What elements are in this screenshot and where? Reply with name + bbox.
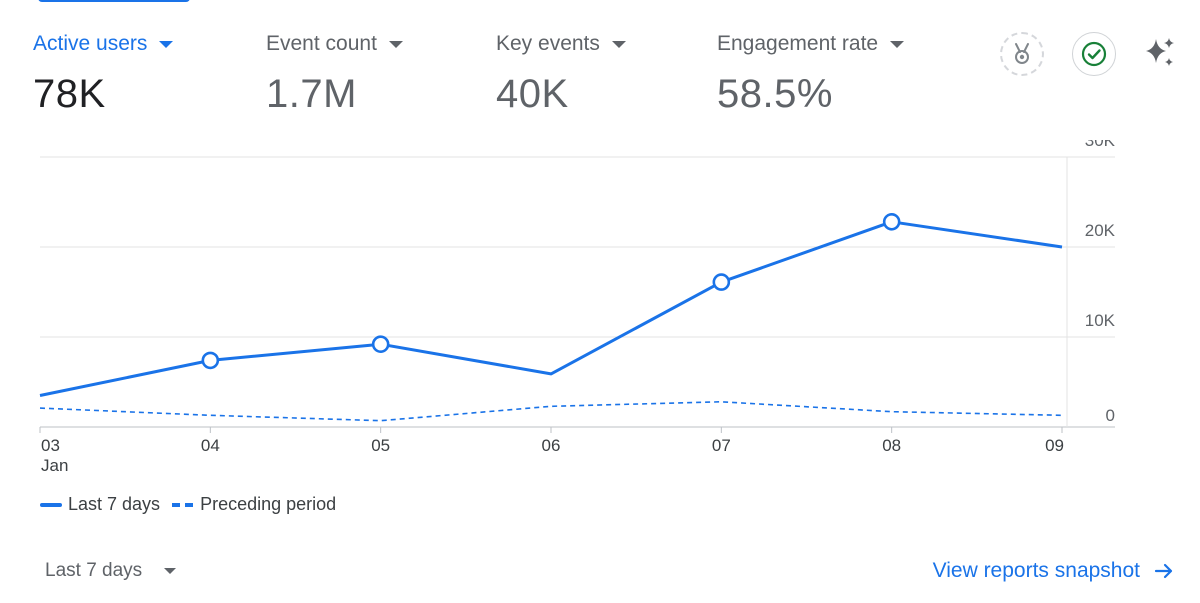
legend-label: Last 7 days: [68, 494, 161, 514]
link-label: View reports snapshot: [932, 559, 1140, 582]
insights-medal-button[interactable]: [1000, 32, 1044, 76]
view-reports-snapshot-link[interactable]: View reports snapshot: [933, 559, 1174, 583]
series-line-last-7-days: [39, 220, 1063, 397]
line-chart: 0 10K 20K 30K 03 04 05 06 07 08 09 Jan: [39, 140, 1116, 475]
selected-tab-indicator: [38, 0, 190, 2]
metric-value: 78K: [33, 72, 106, 116]
x-tick-label: 09: [1045, 436, 1064, 455]
y-tick-label: 10K: [1085, 311, 1116, 330]
caret-down-icon: [611, 40, 626, 48]
caret-down-icon: [890, 40, 905, 48]
legend-label: Preceding period: [200, 494, 337, 514]
ai-insights-button[interactable]: [1138, 32, 1182, 76]
sparkle-icon: [1146, 38, 1174, 66]
metric-label[interactable]: Engagement rate: [717, 30, 905, 58]
data-point: [371, 335, 390, 353]
metric-value: 1.7M: [266, 72, 357, 116]
y-tick-label: 30K: [1085, 140, 1116, 150]
data-point: [201, 351, 220, 370]
data-point: [712, 273, 731, 291]
check-circle-icon: [1081, 41, 1107, 67]
metric-key-events[interactable]: Key events 40K: [496, 30, 626, 117]
y-tick-label: 20K: [1085, 221, 1116, 240]
metric-event-count[interactable]: Event count 1.7M: [266, 30, 403, 117]
metric-label[interactable]: Event count: [266, 30, 403, 58]
x-tick-label: 05: [371, 436, 390, 455]
y-tick-label: 0: [1106, 406, 1115, 425]
metric-label[interactable]: Key events: [496, 30, 626, 58]
legend-item-current: Last 7 days: [40, 494, 160, 515]
x-tick-label: 08: [882, 436, 901, 455]
series-line-preceding-period: [39, 400, 1063, 422]
insights-medal-icon: [1015, 43, 1029, 64]
caret-down-icon: [388, 40, 403, 48]
quality-check-button[interactable]: [1072, 32, 1116, 76]
caret-down-icon: [159, 40, 174, 48]
metric-value: 58.5%: [717, 72, 833, 116]
x-tick-sublabel: Jan: [41, 456, 68, 475]
arrow-right-icon: [1154, 563, 1173, 579]
x-tick-label: 07: [712, 436, 731, 455]
metric-label[interactable]: Active users: [33, 30, 174, 58]
x-tick-label: 03: [41, 436, 60, 455]
date-range-label: Last 7 days: [45, 560, 143, 581]
x-tick-label: 06: [542, 436, 561, 455]
legend-item-previous: Preceding period: [172, 494, 336, 515]
metric-engagement-rate[interactable]: Engagement rate 58.5%: [717, 30, 905, 117]
date-range-dropdown[interactable]: Last 7 days: [45, 560, 177, 582]
x-tick-label: 04: [201, 436, 220, 455]
caret-down-icon: [164, 568, 177, 574]
legend-solid-swatch: [40, 502, 62, 507]
data-point: [882, 213, 901, 231]
chart-legend: Last 7 days Preceding period: [40, 494, 348, 515]
metric-active-users[interactable]: Active users 78K: [33, 30, 174, 117]
legend-dashed-swatch: [172, 502, 195, 507]
metric-value: 40K: [496, 72, 569, 116]
